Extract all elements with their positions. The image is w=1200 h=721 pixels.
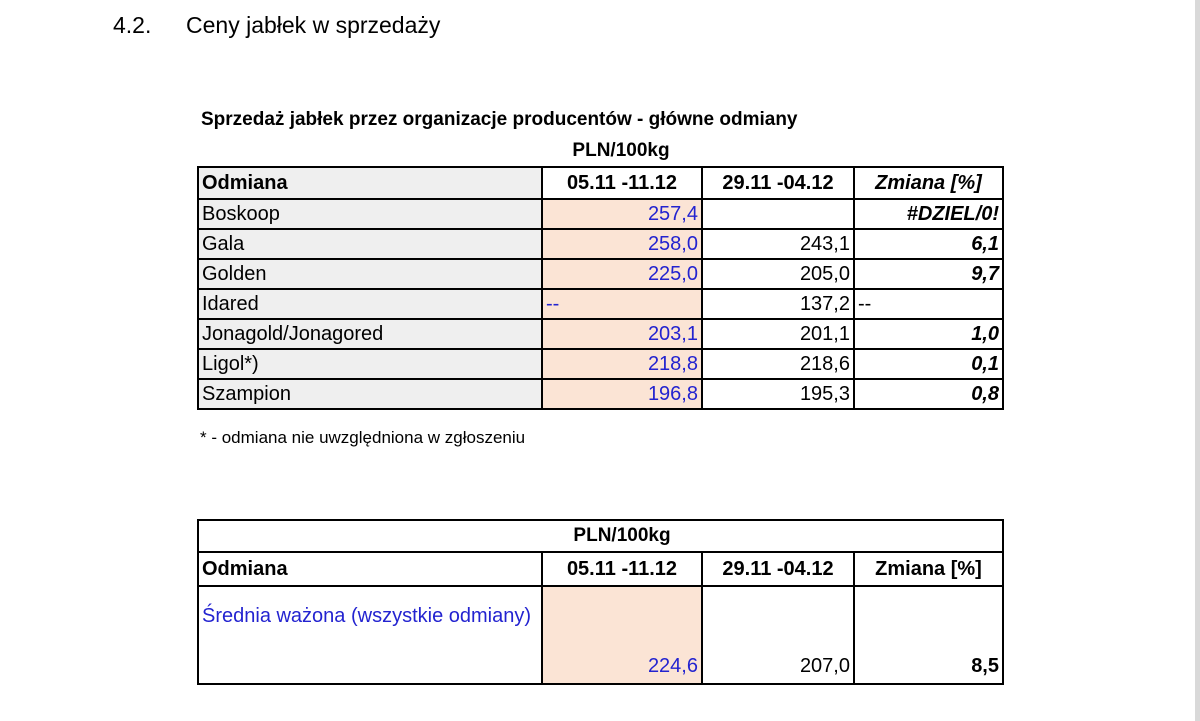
col-header-period2: 29.11 -04.12	[701, 166, 855, 200]
price-period2: 243,1	[701, 228, 855, 260]
price-period2: 207,0	[701, 585, 855, 685]
price-period1: 257,4	[541, 198, 703, 230]
weighted-average-label: Średnia ważona (wszystkie odmiany)	[197, 585, 543, 685]
table-row: Szampion 196,8 195,3 0,8	[197, 378, 1004, 410]
price-change: #DZIEL/0!	[853, 198, 1004, 230]
table-weighted-average: PLN/100kg Odmiana 05.11 -11.12 29.11 -04…	[197, 519, 1004, 685]
table1-footnote: * - odmiana nie uwzględniona w zgłoszeni…	[200, 428, 526, 447]
table-row: Idared -- 137,2 --	[197, 288, 1004, 320]
price-period2: 205,0	[701, 258, 855, 290]
price-period2: 195,3	[701, 378, 855, 410]
col-header-period1: 05.11 -11.12	[541, 551, 703, 587]
table1-header-row: Odmiana 05.11 -11.12 29.11 -04.12 Zmiana…	[197, 166, 1004, 200]
price-period2	[701, 198, 855, 230]
table-row: Boskoop 257,4 #DZIEL/0!	[197, 198, 1004, 230]
variety-name: Ligol*)	[197, 348, 543, 380]
table2-unit: PLN/100kg	[542, 519, 702, 553]
table-row: Golden 225,0 205,0 9,7	[197, 258, 1004, 290]
price-change: 0,1	[853, 348, 1004, 380]
table2-unit-spacer	[197, 519, 542, 553]
price-period1: 258,0	[541, 228, 703, 260]
table2-header-row: Odmiana 05.11 -11.12 29.11 -04.12 Zmiana…	[197, 551, 1004, 587]
section-heading: 4.2. Ceny jabłek w sprzedaży	[113, 12, 440, 39]
col-header-change: Zmiana [%]	[853, 166, 1004, 200]
price-period1: 225,0	[541, 258, 703, 290]
table1-title: Sprzedaż jabłek przez organizacje produc…	[201, 109, 798, 130]
col-header-variety: Odmiana	[197, 166, 543, 200]
section-title: Ceny jabłek w sprzedaży	[186, 12, 441, 38]
price-change: --	[853, 288, 1004, 320]
price-period1: 196,8	[541, 378, 703, 410]
section-number: 4.2.	[113, 12, 152, 38]
table-row: Średnia ważona (wszystkie odmiany) 224,6…	[197, 585, 1004, 685]
variety-name: Szampion	[197, 378, 543, 410]
variety-name: Idared	[197, 288, 543, 320]
price-change: 8,5	[853, 585, 1004, 685]
price-change: 0,8	[853, 378, 1004, 410]
table2-unit-spacer	[702, 519, 854, 553]
table2-unit-row: PLN/100kg	[197, 519, 1004, 553]
price-period2: 201,1	[701, 318, 855, 350]
variety-name: Golden	[197, 258, 543, 290]
variety-name: Boskoop	[197, 198, 543, 230]
table-row: Ligol*) 218,8 218,6 0,1	[197, 348, 1004, 380]
price-change: 6,1	[853, 228, 1004, 260]
price-period1: 203,1	[541, 318, 703, 350]
price-period2: 137,2	[701, 288, 855, 320]
price-period2: 218,6	[701, 348, 855, 380]
price-change: 1,0	[853, 318, 1004, 350]
col-header-period2: 29.11 -04.12	[701, 551, 855, 587]
variety-name: Gala	[197, 228, 543, 260]
col-header-change: Zmiana [%]	[853, 551, 1004, 587]
table-row: Jonagold/Jonagored 203,1 201,1 1,0	[197, 318, 1004, 350]
col-header-period1: 05.11 -11.12	[541, 166, 703, 200]
right-edge-bar	[1195, 0, 1200, 721]
price-period1: 224,6	[541, 585, 703, 685]
col-header-variety: Odmiana	[197, 551, 543, 587]
variety-name: Jonagold/Jonagored	[197, 318, 543, 350]
table1-unit: PLN/100kg	[572, 140, 670, 161]
table-main-varieties: Odmiana 05.11 -11.12 29.11 -04.12 Zmiana…	[197, 166, 1004, 410]
price-period1: 218,8	[541, 348, 703, 380]
table2-unit-spacer	[854, 519, 1004, 553]
price-period1: --	[541, 288, 703, 320]
price-change: 9,7	[853, 258, 1004, 290]
table-row: Gala 258,0 243,1 6,1	[197, 228, 1004, 260]
